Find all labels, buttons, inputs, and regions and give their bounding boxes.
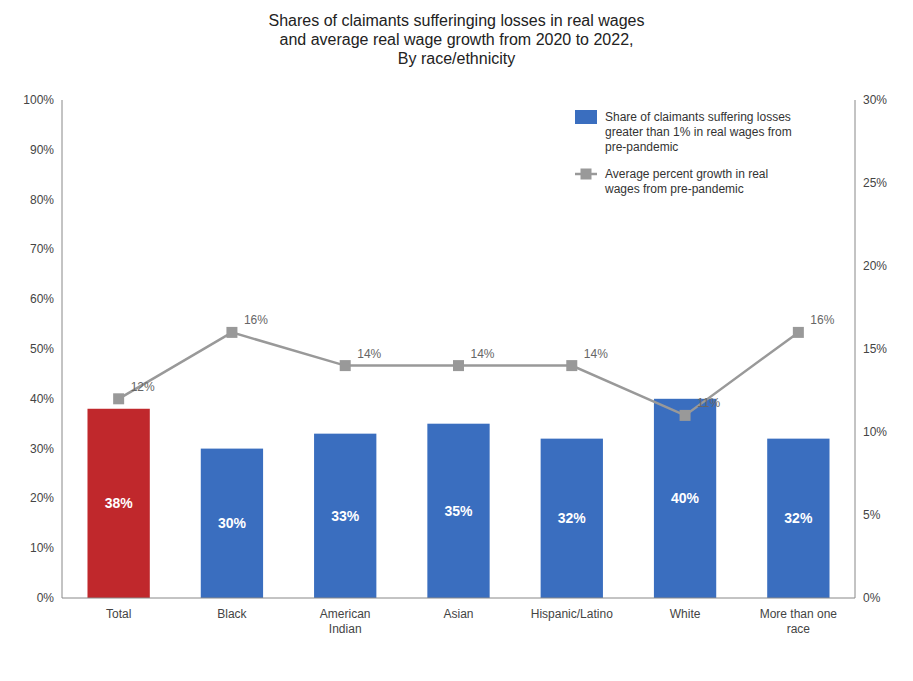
- bar: [314, 434, 376, 598]
- line-label: 14%: [584, 347, 608, 361]
- bar-label: 38%: [105, 495, 134, 511]
- legend: Share of claimants suffering lossesgreat…: [575, 110, 792, 196]
- legend-label: Share of claimants suffering lossesgreat…: [605, 110, 792, 154]
- x-axis-line: [62, 598, 855, 599]
- bar-label: 30%: [218, 515, 247, 531]
- x-tick-label: Asian: [443, 607, 473, 621]
- y-tick-label: 70%: [30, 242, 54, 256]
- legend-label: Average percent growth in realwages from…: [604, 167, 768, 196]
- line-label: 16%: [810, 313, 834, 327]
- background: [0, 0, 913, 681]
- line-marker: [226, 327, 237, 338]
- y-tick-label: 50%: [30, 342, 54, 356]
- bar: [767, 439, 829, 598]
- y2-tick-label: 20%: [863, 259, 887, 273]
- y-tick-label: 90%: [30, 143, 54, 157]
- bar: [427, 424, 489, 598]
- y-tick-label: 0%: [37, 591, 55, 605]
- line-marker: [340, 360, 351, 371]
- bar: [654, 399, 716, 598]
- x-tick-label: Hispanic/Latino: [531, 607, 613, 621]
- legend-swatch: [575, 110, 597, 124]
- x-tick-label: Black: [217, 607, 247, 621]
- line-label: 14%: [357, 347, 381, 361]
- y-tick-label: 20%: [30, 491, 54, 505]
- line-label: 14%: [471, 347, 495, 361]
- line-marker: [453, 360, 464, 371]
- y-tick-label: 80%: [30, 193, 54, 207]
- line: [119, 332, 799, 415]
- y-tick-label: 10%: [30, 541, 54, 555]
- y2-tick-label: 25%: [863, 176, 887, 190]
- bar: [201, 449, 263, 598]
- y-tick-label: 30%: [30, 442, 54, 456]
- y2-tick-label: 0%: [863, 591, 881, 605]
- y-axis-line: [62, 100, 63, 598]
- y-tick-label: 60%: [30, 292, 54, 306]
- y2-tick-label: 5%: [863, 508, 881, 522]
- line-label: 11%: [697, 396, 720, 410]
- y-tick-label: 100%: [23, 93, 54, 107]
- x-tick-label: White: [670, 607, 701, 621]
- bar-label: 32%: [558, 510, 587, 526]
- plot-marks: [87, 327, 829, 598]
- title: Shares of claimants sufferinging losses …: [269, 12, 645, 67]
- x-tick-label: Total: [106, 607, 131, 621]
- y2-tick-label: 30%: [863, 93, 887, 107]
- legend-marker: [581, 169, 592, 180]
- x-tick-label: AmericanIndian: [320, 607, 371, 636]
- bar: [87, 409, 149, 598]
- bar-label: 32%: [784, 510, 813, 526]
- y2-tick-label: 10%: [863, 425, 887, 439]
- y-tick-label: 40%: [30, 392, 54, 406]
- x-tick-label: More than onerace: [760, 607, 838, 636]
- line-marker: [793, 327, 804, 338]
- y2-tick-label: 15%: [863, 342, 887, 356]
- bar-label: 33%: [331, 508, 360, 524]
- line-marker: [680, 410, 691, 421]
- line-marker: [566, 360, 577, 371]
- y2-axis-line: [855, 100, 856, 598]
- bar-label: 35%: [444, 503, 473, 519]
- chart: Shares of claimants sufferinging losses …: [0, 0, 913, 681]
- bar: [541, 439, 603, 598]
- bar-label: 40%: [671, 490, 700, 506]
- line-label: 12%: [131, 380, 155, 394]
- line-marker: [113, 393, 124, 404]
- data-labels: 38% 30% 33% 35% 32% 40% 32% 12% 16% 14% 14% 14% 11% 1…: [105, 313, 835, 531]
- line-label: 16%: [244, 313, 268, 327]
